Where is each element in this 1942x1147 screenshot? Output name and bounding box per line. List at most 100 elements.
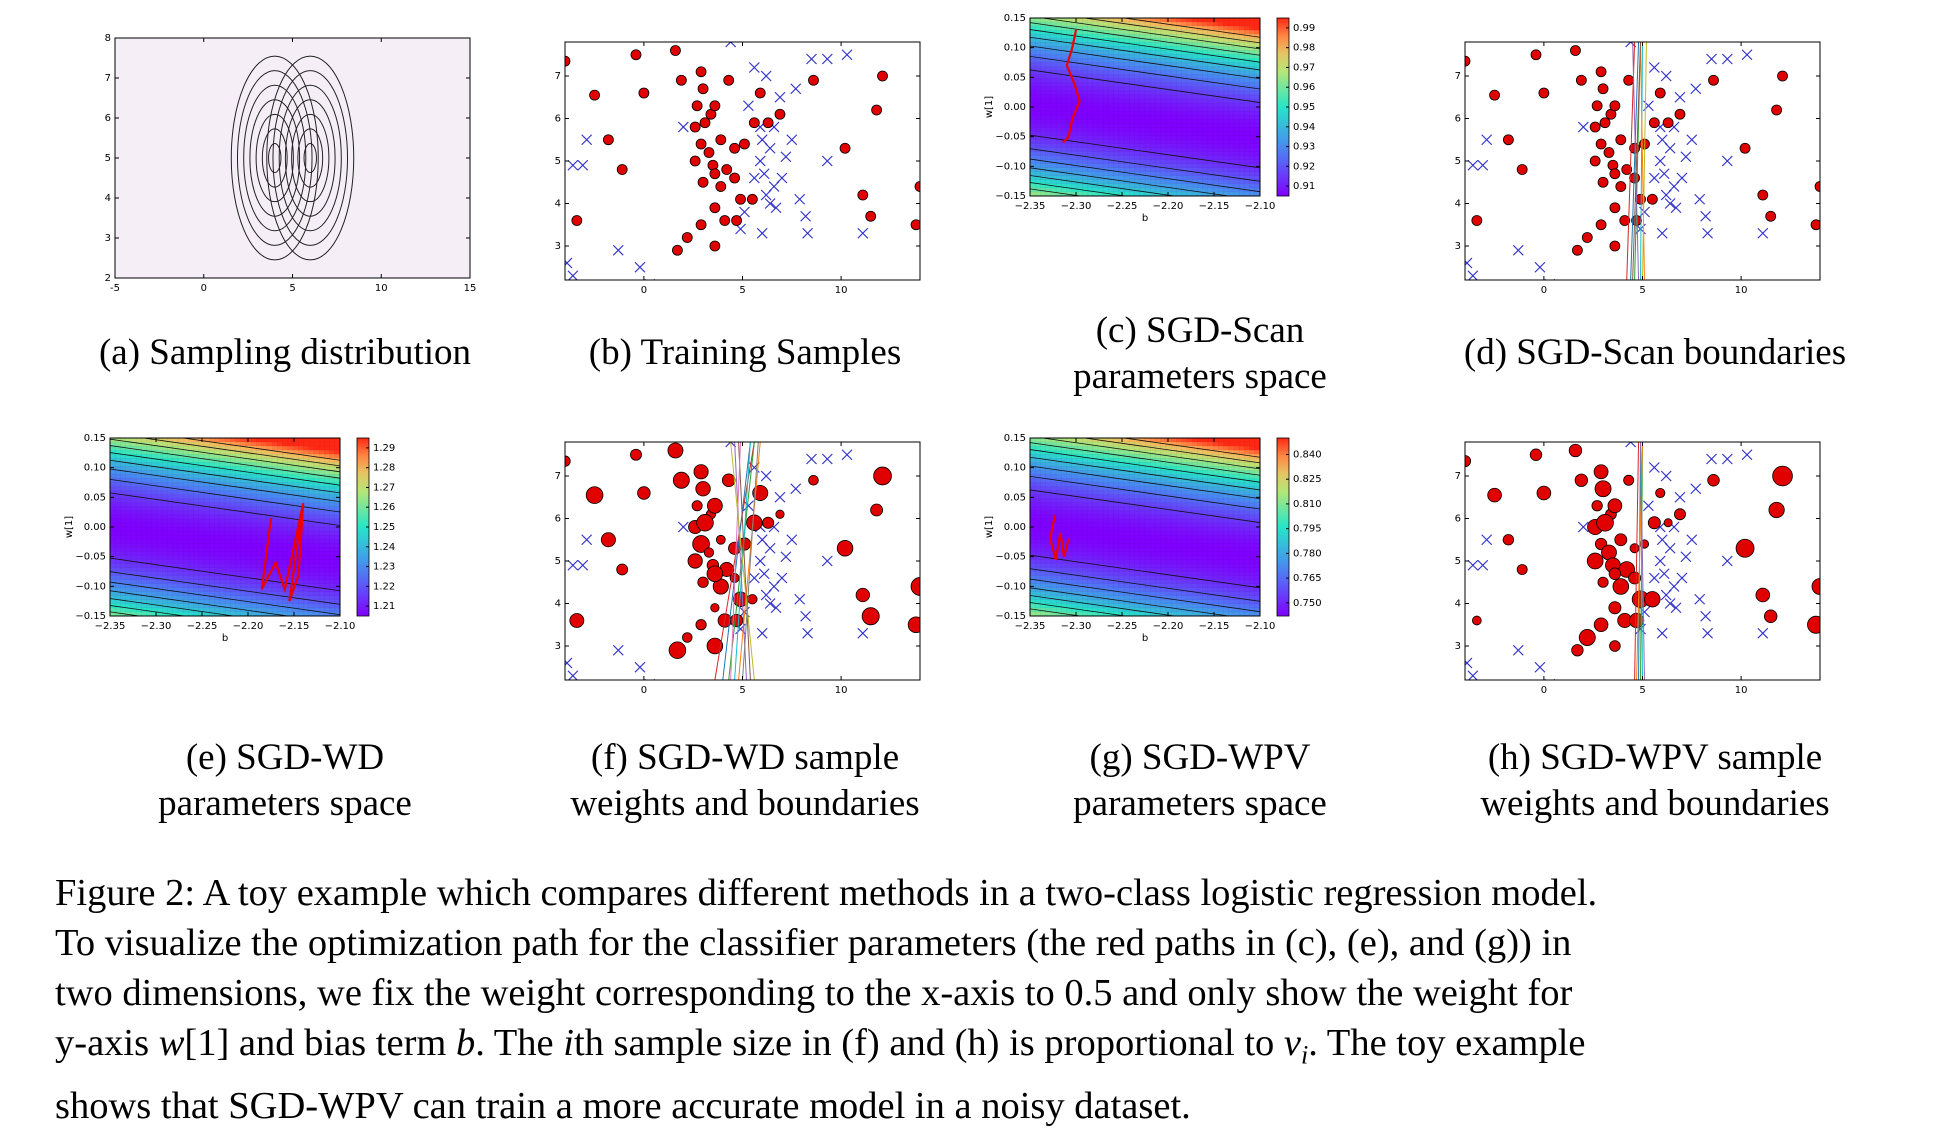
- class0-marker: [719, 215, 731, 226]
- class1-marker: [1467, 159, 1479, 171]
- class0-marker: [638, 87, 650, 99]
- class0-marker: [752, 485, 769, 501]
- caption-line: (g) SGD-WPV: [1089, 737, 1311, 778]
- chart-g: −2.35 −2.30 −2.25 −2.20 −2.15 −2.10 −0.15 −0.10…: [984, 433, 1322, 644]
- loss-surface: [1030, 18, 1260, 196]
- class0-marker: [668, 641, 687, 659]
- y-tick-label: 4: [555, 199, 561, 210]
- class0-marker: [571, 215, 583, 226]
- class0-marker: [697, 176, 709, 188]
- class1-marker: [567, 270, 579, 280]
- class1-marker: [774, 491, 786, 503]
- class1-marker: [1658, 168, 1670, 180]
- class1-marker: [1648, 172, 1660, 184]
- panel-b-training-samples: 0 5 10 3 4 5 6 7: [545, 30, 945, 300]
- class0-marker: [691, 500, 703, 512]
- contour-line: [1030, 182, 1129, 196]
- class1-marker: [565, 657, 573, 669]
- class1-marker: [806, 453, 817, 465]
- class1-marker: [857, 227, 869, 239]
- class0-marker: [754, 87, 766, 99]
- contour-line: [278, 84, 342, 232]
- loss-surface: [1030, 438, 1260, 616]
- decision-boundary: [1642, 42, 1647, 280]
- class0-marker: [1644, 591, 1661, 608]
- plot-background: [565, 42, 920, 280]
- x-axis-label: b: [1142, 213, 1148, 224]
- contour-line: [110, 598, 237, 616]
- class0-marker: [1571, 644, 1584, 657]
- caption-fragment: Figure 2: A toy example which compares d…: [55, 872, 1598, 914]
- class0-marker: [729, 142, 741, 154]
- class1-marker: [1481, 134, 1493, 146]
- decision-boundary: [1640, 42, 1645, 280]
- class1-marker: [1481, 534, 1493, 546]
- class0-marker: [1597, 176, 1609, 188]
- contour-line: [1030, 29, 1260, 63]
- class1-marker: [780, 151, 792, 163]
- contour-line: [180, 438, 340, 461]
- class0-marker: [914, 181, 920, 192]
- class0-marker: [689, 155, 701, 167]
- class1-marker: [776, 172, 788, 184]
- decision-boundary: [742, 442, 759, 680]
- class0-marker: [1465, 455, 1472, 468]
- class0-marker: [1615, 134, 1627, 146]
- class0-marker: [693, 464, 709, 480]
- class0-marker: [1597, 576, 1609, 588]
- class1-marker: [1477, 559, 1489, 571]
- class1-marker: [739, 206, 750, 218]
- y-tick-label: 0.10: [84, 463, 106, 474]
- caption-fragment: two dimensions, we fix the weight corres…: [55, 972, 1573, 1014]
- contour-line: [110, 452, 340, 486]
- class0-marker: [808, 474, 819, 486]
- class1-marker: [581, 534, 593, 546]
- contour-line: [1121, 438, 1260, 458]
- class0-marker: [1471, 615, 1482, 626]
- chart-e: −2.35 −2.30 −2.25 −2.20 −2.15 −2.10 −0.15 −0.10…: [64, 433, 395, 644]
- class0-marker: [1614, 533, 1628, 547]
- caption-line: (d) SGD-Scan boundaries: [1463, 332, 1847, 373]
- class0-marker: [697, 83, 709, 95]
- y-tick-label: 0.00: [1004, 102, 1026, 113]
- x-tick-label: −2.30: [1061, 201, 1092, 212]
- class0-marker: [709, 100, 721, 112]
- class0-marker: [910, 577, 920, 596]
- y-tick-label: 3: [1455, 641, 1461, 652]
- contour-line: [1030, 175, 1178, 196]
- class1-marker: [760, 589, 772, 601]
- colorbar-tick-label: 0.94: [1293, 122, 1315, 133]
- class0-marker: [1609, 202, 1621, 214]
- class0-marker: [697, 576, 709, 588]
- class0-marker: [1708, 74, 1719, 86]
- class1-marker: [800, 210, 812, 222]
- class0-marker: [873, 466, 892, 486]
- class0-marker: [1814, 181, 1820, 192]
- optimization-path: [1049, 514, 1070, 560]
- decision-boundary: [1640, 42, 1643, 280]
- decision-boundary: [1632, 42, 1642, 280]
- caption-fragment: . The toy example: [1308, 1022, 1586, 1064]
- class1-marker: [634, 661, 646, 673]
- decision-boundary: [734, 442, 747, 680]
- caption-fragment: To visualize the optimization path for t…: [55, 922, 1572, 964]
- colorbar-tick-label: 1.21: [373, 601, 395, 612]
- chart-d: 0 5 10 3 4 5 6 7: [1455, 41, 1821, 296]
- class0-marker: [616, 164, 628, 175]
- y-tick-label: 4: [1455, 199, 1461, 210]
- contour-line: [1030, 442, 1260, 476]
- class0-marker: [747, 594, 758, 605]
- contour-line: [236, 70, 313, 246]
- class0-marker: [569, 613, 585, 628]
- class0-marker: [1595, 66, 1607, 78]
- class0-marker: [836, 540, 854, 557]
- class1-marker: [770, 602, 782, 614]
- colorbar-tick-label: 0.825: [1293, 474, 1322, 485]
- class0-marker: [689, 121, 701, 133]
- class0-marker: [707, 497, 723, 514]
- class0-marker: [1591, 100, 1603, 112]
- class1-marker: [786, 134, 798, 146]
- x-tick-label: 15: [464, 283, 477, 294]
- contour-line: [1039, 438, 1260, 470]
- scatter-points: [565, 42, 920, 280]
